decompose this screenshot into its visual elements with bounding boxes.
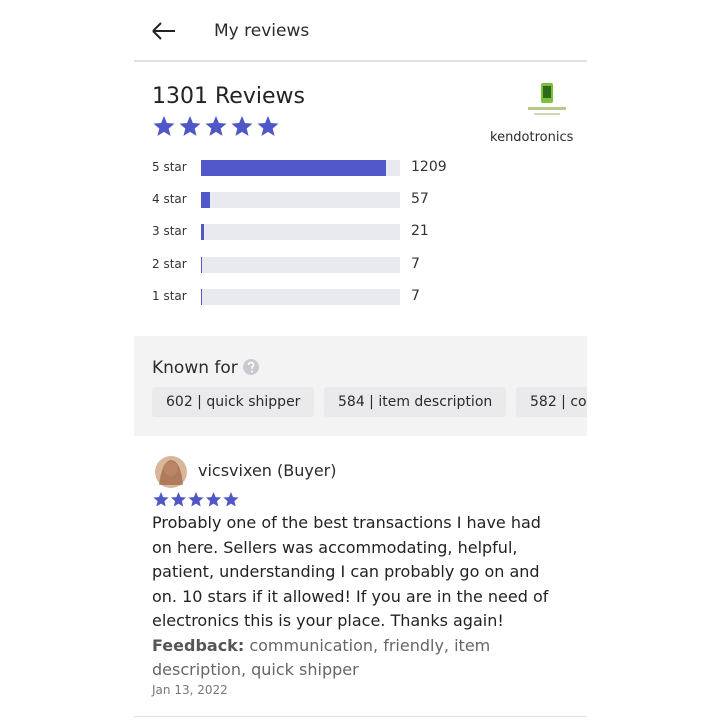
star bbox=[188, 492, 204, 507]
count-label: 7 bbox=[411, 255, 420, 272]
feedback-tags: communication, friendly, item descriptio… bbox=[152, 635, 491, 680]
star bbox=[153, 116, 175, 136]
avatar[interactable] bbox=[154, 455, 188, 489]
known-for-section: Known for 602 | quick shipper 584 | item … bbox=[134, 336, 587, 436]
total-reviews: 1301 Reviews bbox=[152, 84, 305, 109]
bar-track bbox=[201, 256, 400, 273]
bar-track bbox=[201, 192, 400, 209]
bar bbox=[201, 160, 386, 176]
bar bbox=[201, 288, 203, 305]
review-stars bbox=[153, 492, 239, 507]
review-text: Probably one of the best transactions I … bbox=[152, 513, 549, 630]
star bbox=[231, 116, 253, 136]
known-for-chip[interactable]: 584 | item description bbox=[324, 387, 507, 417]
review-feedback: Feedback: communication, friendly, item … bbox=[152, 634, 552, 683]
count-label: 21 bbox=[411, 223, 429, 240]
bar bbox=[201, 256, 203, 273]
help-icon[interactable] bbox=[242, 358, 260, 376]
known-for-chip[interactable]: 582 | cor bbox=[516, 387, 587, 417]
star bbox=[223, 492, 239, 507]
review-body: Probably one of the best transactions I … bbox=[152, 511, 552, 683]
bar bbox=[201, 224, 205, 241]
count-label: 1209 bbox=[411, 159, 447, 175]
bar bbox=[201, 192, 210, 209]
review-date: Jan 13, 2022 bbox=[152, 683, 228, 697]
star-label: 5 star bbox=[152, 160, 187, 174]
seller-name: kendotronics bbox=[490, 130, 574, 145]
star-label: 4 star bbox=[152, 192, 187, 207]
rating-stars bbox=[153, 116, 279, 136]
count-label: 57 bbox=[411, 191, 429, 208]
star bbox=[257, 116, 279, 136]
total-label: Reviews bbox=[215, 84, 305, 109]
back-arrow[interactable] bbox=[150, 20, 178, 42]
bar-track bbox=[201, 288, 400, 305]
known-for-title: Known for bbox=[152, 358, 238, 378]
star bbox=[179, 116, 201, 136]
feedback-label: Feedback: bbox=[152, 635, 245, 655]
divider bbox=[134, 60, 587, 62]
divider bbox=[134, 716, 587, 717]
seller-logo bbox=[528, 83, 566, 115]
page-title: My reviews bbox=[214, 21, 310, 41]
review-author[interactable]: vicsvixen (Buyer) bbox=[198, 461, 337, 480]
total-count: 1301 bbox=[152, 84, 208, 109]
star bbox=[205, 116, 227, 136]
bar-track bbox=[201, 224, 400, 241]
star-label: 1 star bbox=[152, 288, 187, 303]
star-label: 2 star bbox=[152, 256, 187, 271]
known-for-chip[interactable]: 602 | quick shipper bbox=[152, 387, 315, 417]
star-label: 3 star bbox=[152, 224, 187, 239]
star bbox=[170, 492, 187, 507]
star bbox=[205, 492, 222, 507]
count-label: 7 bbox=[411, 287, 420, 304]
bar-track bbox=[201, 160, 400, 176]
star bbox=[153, 492, 169, 507]
